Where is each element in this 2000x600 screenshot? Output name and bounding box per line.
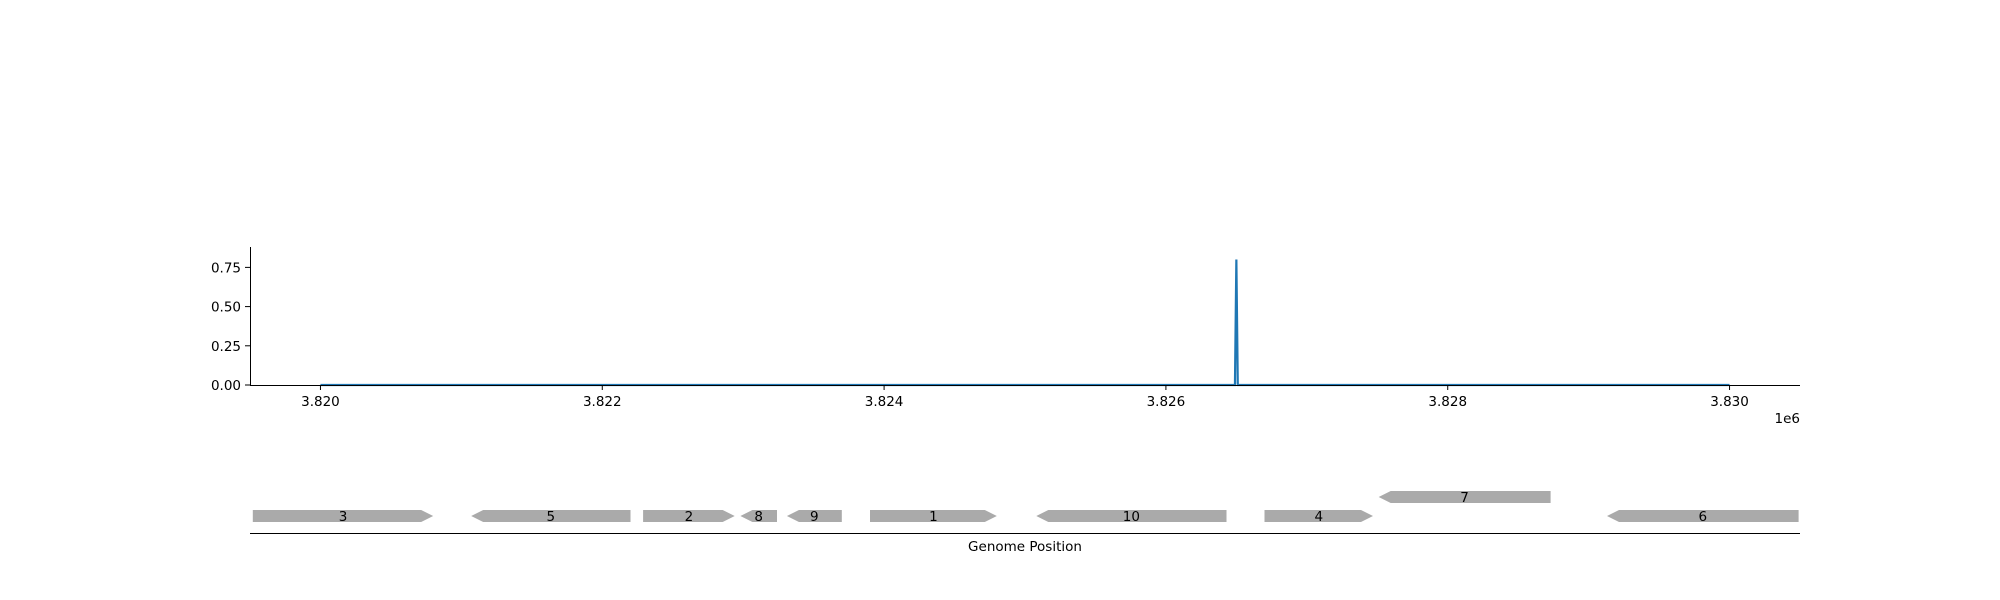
gene-label: 1 [929,509,938,525]
x-tick-label: 3.820 [301,394,340,410]
gene-label: 8 [754,509,763,525]
gene-label: 2 [685,509,694,525]
gene-label: 7 [1460,490,1469,506]
x-offset-label: 1e6 [1775,411,1800,427]
gene-arrow [1378,491,1551,503]
x-tick-label: 3.828 [1428,394,1467,410]
gene-arrow [1036,510,1227,522]
gene-arrow [1264,510,1373,522]
y-ticks: 0.00 0.25 0.50 0.75 [211,260,250,394]
gene-arrow [471,510,631,522]
gene-track: 3 5 2 8 9 1 10 4 7 6 Genome Position [250,490,1800,555]
gene-label: 5 [547,509,556,525]
gene-label: 4 [1315,509,1324,525]
gene-arrow [1607,510,1799,522]
x-axis-label: Genome Position [968,539,1082,555]
y-tick-label: 0.25 [211,339,241,355]
y-tick-label: 0.50 [211,300,241,316]
gene-arrow [870,510,997,522]
series-line [320,259,1730,387]
gene-arrow [252,510,434,522]
gene-label: 10 [1123,509,1140,525]
x-tick-label: 3.824 [865,394,904,410]
gene-label: 6 [1699,509,1708,525]
y-tick-label: 0.00 [211,378,241,394]
coverage-plot: 0.000.250.500.75 3.820 3.822 3.824 3.826 3.8… [211,247,1800,427]
gene-label: 9 [810,509,819,525]
x-tick-label: 3.822 [583,394,622,410]
gene-arrow [740,510,777,522]
x-tick-label: 3.830 [1710,394,1749,410]
gene-arrow [643,510,735,522]
y-tick-label: 0.75 [211,260,241,276]
x-tick-label: 3.826 [1147,394,1186,410]
gene-label: 3 [339,509,348,525]
gene-arrow [786,510,842,522]
gene-arrows: 3 5 2 8 9 1 10 4 7 6 [252,490,1799,525]
x-ticks: 3.820 3.822 3.824 3.826 3.828 3.830 [301,385,1749,410]
